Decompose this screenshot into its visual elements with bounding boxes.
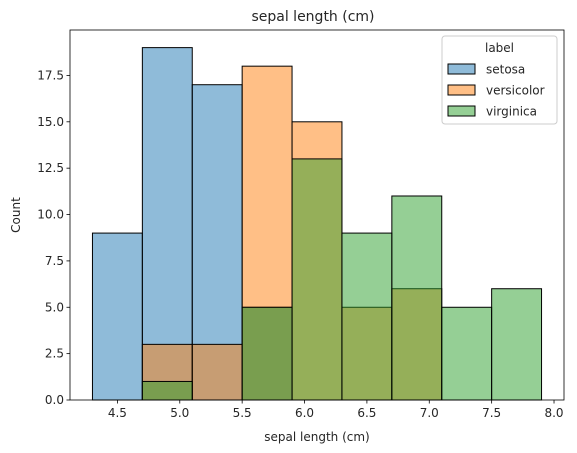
x-tick-label: 6.5	[357, 406, 376, 420]
y-tick-label: 7.5	[45, 254, 64, 268]
x-tick-label: 6.0	[295, 406, 314, 420]
y-tick-label: 5.0	[45, 300, 64, 314]
y-tick-label: 15.0	[37, 115, 64, 129]
y-tick-label: 2.5	[45, 347, 64, 361]
bar-virginica-4	[291, 158, 343, 401]
y-tick-label: 10.0	[37, 208, 64, 222]
legend-label-setosa: setosa	[486, 63, 525, 77]
x-tick-label: 7.5	[482, 406, 501, 420]
legend-label-versicolor: versicolor	[486, 84, 545, 98]
bar-virginica-7	[441, 306, 493, 401]
bar-versicolor-2	[191, 343, 243, 401]
bar-virginica-6	[391, 195, 443, 401]
legend-swatch-versicolor	[447, 84, 476, 96]
legend-title: label	[485, 41, 514, 55]
y-tick-label: 17.5	[37, 68, 64, 82]
y-axis-label: Count	[9, 197, 23, 233]
legend-box	[441, 35, 558, 125]
y-tick-label: 12.5	[37, 161, 64, 175]
x-axis: 4.5 5.0 5.5 6.0 6.5 7.0 7.5 8.0	[108, 400, 564, 420]
bar-virginica-1	[141, 380, 193, 401]
x-tick-label: 5.0	[170, 406, 189, 420]
bar-setosa-0	[91, 232, 143, 401]
plot-frame	[69, 29, 565, 401]
x-axis-label: sepal length (cm)	[264, 430, 369, 444]
y-tick-label: 0.0	[45, 393, 64, 407]
y-axis: 0.0 2.5 5.0 7.5 10.0 12.5 15.0 17.5	[37, 68, 70, 407]
bar-virginica-3	[241, 306, 293, 401]
bars-layer	[91, 47, 543, 401]
chart-title: sepal length (cm)	[251, 9, 374, 25]
x-tick-label: 8.0	[544, 406, 563, 420]
x-tick-label: 4.5	[108, 406, 127, 420]
bar-virginica-8	[491, 288, 543, 401]
x-tick-label: 5.5	[233, 406, 252, 420]
bar-virginica-5	[341, 232, 393, 401]
legend: label setosa versicolor virginica	[441, 35, 558, 125]
x-tick-label: 7.0	[420, 406, 439, 420]
bar-setosa-1	[141, 47, 193, 401]
legend-items: setosa versicolor virginica	[447, 63, 545, 119]
legend-swatch-virginica	[447, 105, 476, 117]
legend-label-virginica: virginica	[486, 105, 537, 119]
legend-swatch-setosa	[447, 63, 476, 75]
